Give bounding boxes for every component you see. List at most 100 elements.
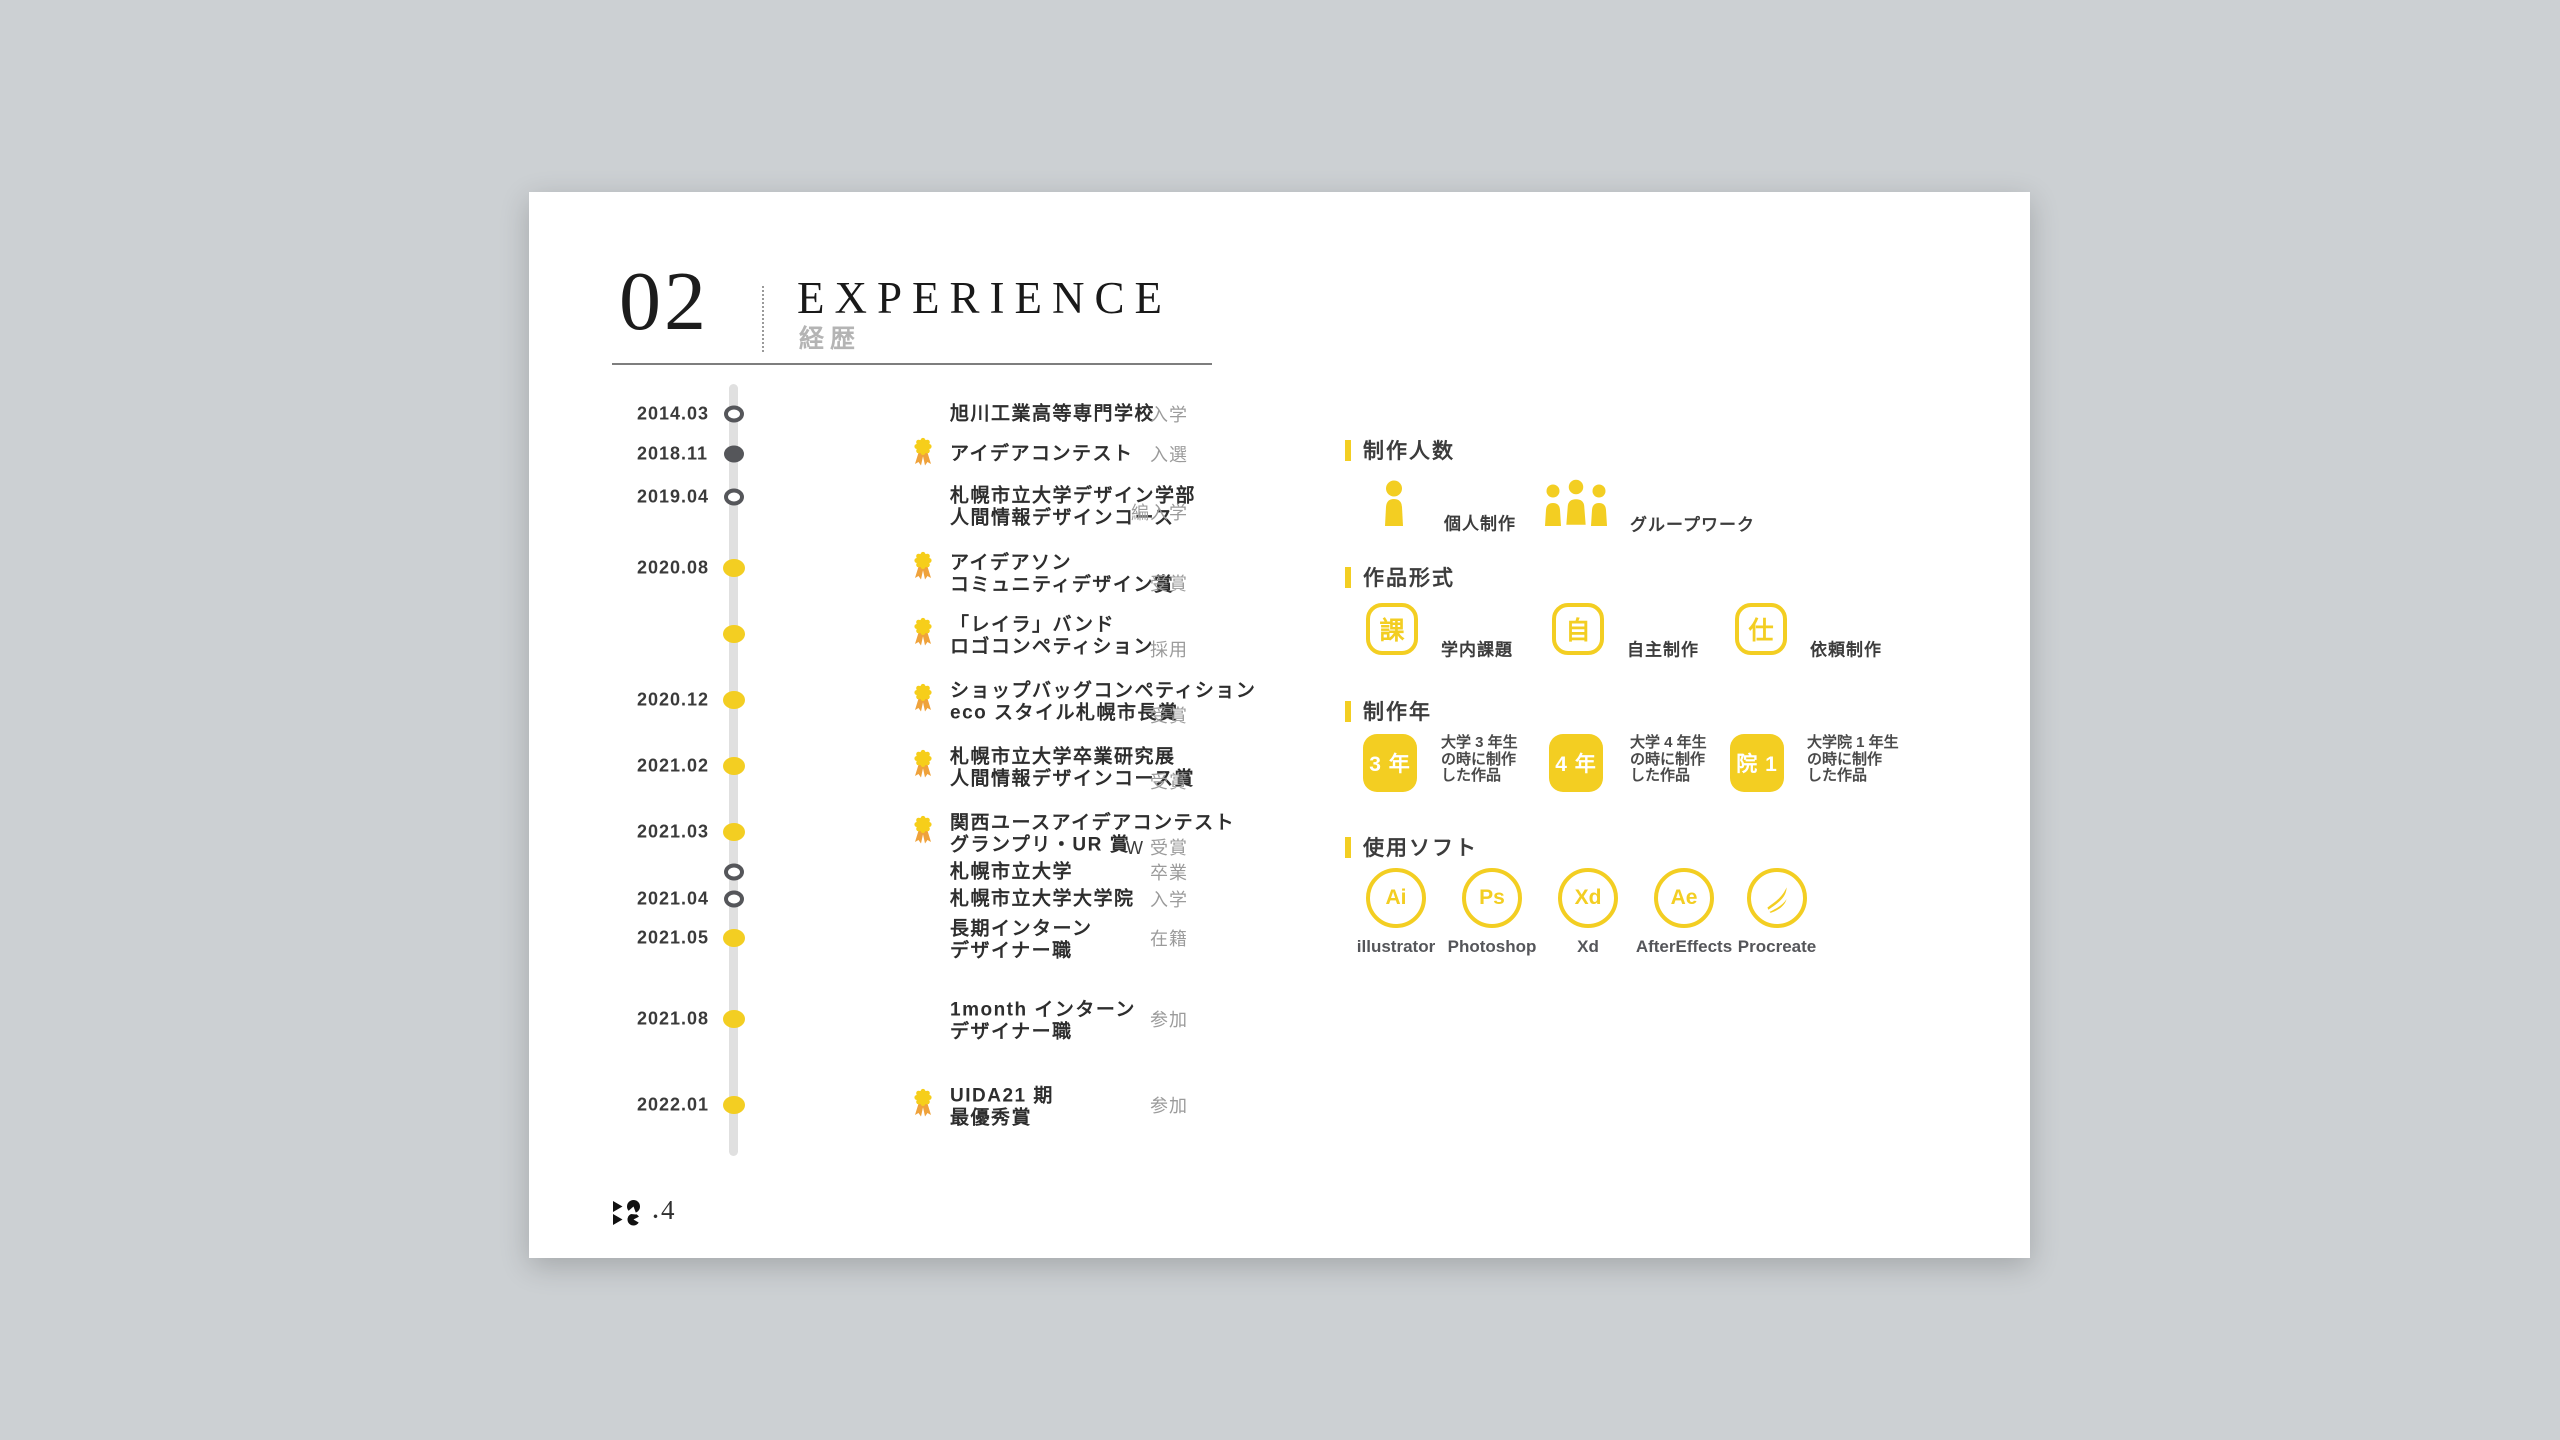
section-format: 作品形式 xyxy=(1345,562,1455,592)
section-year: 制作年 xyxy=(1345,696,1432,726)
timeline-date: 2020.12 xyxy=(637,689,710,710)
timeline-status: 受賞 xyxy=(1150,574,1188,594)
medal-icon xyxy=(914,749,932,778)
timeline-status: W 受賞 xyxy=(1126,838,1188,858)
format-label: 学内課題 xyxy=(1441,640,1513,660)
software-badge-ae: Ae xyxy=(1654,868,1714,928)
section-title: 制作年 xyxy=(1363,701,1432,724)
year-desc: 大学 3 年生 の時に制作 した作品 xyxy=(1441,734,1518,784)
medal-icon xyxy=(914,437,932,466)
timeline-dot-yellow xyxy=(723,691,745,709)
section-title: 使用ソフト xyxy=(1363,837,1478,860)
software-label: Xd xyxy=(1577,937,1599,956)
header-rule xyxy=(612,363,1212,365)
timeline-date: 2021.02 xyxy=(637,755,710,776)
person-icon xyxy=(1385,480,1403,526)
section-title: 制作人数 xyxy=(1363,440,1455,463)
members-label: 個人制作 xyxy=(1444,514,1516,534)
timeline-status: 受賞 xyxy=(1150,772,1188,792)
software-label: Procreate xyxy=(1737,937,1817,956)
medal-icon xyxy=(914,551,932,580)
timeline-status: 入学 xyxy=(1150,890,1188,910)
timeline-event: 札幌市立大学 xyxy=(950,861,1074,883)
timeline-date: 2021.04 xyxy=(637,888,710,909)
section-title: 作品形式 xyxy=(1363,567,1455,590)
medal-icon xyxy=(914,617,932,646)
format-label: 自主制作 xyxy=(1627,640,1699,660)
timeline-date: 2018.11 xyxy=(637,443,709,464)
timeline-dot-filled xyxy=(724,445,744,463)
timeline-event: 旭川工業高等専門学校 xyxy=(950,403,1156,425)
timeline-dot-yellow xyxy=(723,1010,745,1028)
timeline-date: 2019.04 xyxy=(637,486,710,507)
software-badge-ps: Ps xyxy=(1462,868,1522,928)
format-label: 依頼制作 xyxy=(1810,640,1882,660)
year-badge: 院 1 xyxy=(1730,734,1784,792)
timeline-event: 札幌市立大学デザイン学部 人間情報デザインコース xyxy=(950,485,1197,529)
logo-mark xyxy=(613,1200,642,1226)
section-software: 使用ソフト xyxy=(1345,832,1478,862)
medal-icon xyxy=(914,815,932,844)
status-prefix: W xyxy=(1126,838,1144,858)
software-label: Photoshop xyxy=(1447,937,1537,956)
section-bar xyxy=(1345,700,1351,722)
timeline-status: 受賞 xyxy=(1150,706,1188,726)
page-subtitle: 経歴 xyxy=(799,325,862,353)
timeline-dot-yellow xyxy=(723,1096,745,1114)
timeline-date: 2021.03 xyxy=(637,821,710,842)
format-badge: 自 xyxy=(1552,603,1604,655)
medal-icon xyxy=(914,1088,932,1117)
format-badge: 仕 xyxy=(1735,603,1787,655)
timeline-date: 2020.08 xyxy=(637,557,710,578)
timeline-event: 関西ユースアイデアコンテスト グランプリ・UR 賞 xyxy=(950,812,1236,856)
timeline-dot-ring xyxy=(724,405,744,423)
section-bar xyxy=(1345,439,1351,461)
timeline-dot-ring xyxy=(724,863,744,881)
header-dotted-divider xyxy=(762,286,764,352)
timeline-date: 2014.03 xyxy=(637,403,710,424)
timeline-dot-yellow xyxy=(723,757,745,775)
timeline-status: 在籍 xyxy=(1150,929,1188,949)
page-title: EXPERIENCE xyxy=(797,273,1172,323)
software-badge-ai: Ai xyxy=(1366,868,1426,928)
year-desc: 大学 4 年生 の時に制作 した作品 xyxy=(1630,734,1707,784)
portfolio-slide: 02 EXPERIENCE 経歴 2014.03 旭川工業高等専門学校 入学 2… xyxy=(529,192,2030,1258)
timeline-dot-yellow xyxy=(723,823,745,841)
section-number: 02 xyxy=(619,255,709,348)
timeline-event: 「レイラ」バンド ロゴコンペティション xyxy=(950,614,1154,658)
timeline-date: 2021.05 xyxy=(637,927,710,948)
timeline-event: 1month インターン デザイナー職 xyxy=(950,999,1136,1043)
timeline-dot-ring xyxy=(724,890,744,908)
members-label: グループワーク xyxy=(1630,515,1755,535)
format-badge: 課 xyxy=(1366,603,1418,655)
timeline-dot-yellow xyxy=(723,625,745,643)
timeline-dot-yellow xyxy=(723,929,745,947)
timeline-status: 参加 xyxy=(1150,1096,1188,1116)
timeline-event: アイデアコンテスト xyxy=(950,443,1134,465)
medal-icon xyxy=(914,683,932,712)
timeline-event: ショップバッグコンペティション eco スタイル札幌市長賞 xyxy=(950,680,1257,724)
timeline-event: 長期インターン デザイナー職 xyxy=(950,918,1093,962)
timeline-status: 卒業 xyxy=(1150,863,1188,883)
timeline-event: アイデアソン コミュニティデザイン賞 xyxy=(950,552,1175,596)
year-badge: 4 年 xyxy=(1549,734,1603,792)
software-badge-procreate xyxy=(1747,868,1807,928)
software-badge-xd: Xd xyxy=(1558,868,1618,928)
software-label: illustrator xyxy=(1356,937,1436,956)
procreate-icon xyxy=(1767,887,1787,913)
year-badge: 3 年 xyxy=(1363,734,1417,792)
timeline-status: 採用 xyxy=(1150,640,1188,660)
section-bar xyxy=(1345,836,1351,858)
software-label: AfterEffects xyxy=(1635,937,1733,956)
timeline-dot-ring xyxy=(724,488,744,506)
section-members: 制作人数 xyxy=(1345,435,1455,465)
timeline-event: UIDA21 期最優秀賞 xyxy=(950,1085,1054,1129)
timeline-event: 札幌市立大学大学院 xyxy=(950,888,1135,910)
timeline-status: 編入学 xyxy=(1131,503,1188,523)
timeline-status: 入学 xyxy=(1150,405,1188,425)
timeline-status: 参加 xyxy=(1150,1010,1188,1030)
timeline-event: 札幌市立大学卒業研究展 人間情報デザインコース賞 xyxy=(950,746,1196,790)
section-bar xyxy=(1345,566,1351,588)
timeline-date: 2022.01 xyxy=(637,1094,710,1115)
group-icon xyxy=(1545,478,1607,526)
